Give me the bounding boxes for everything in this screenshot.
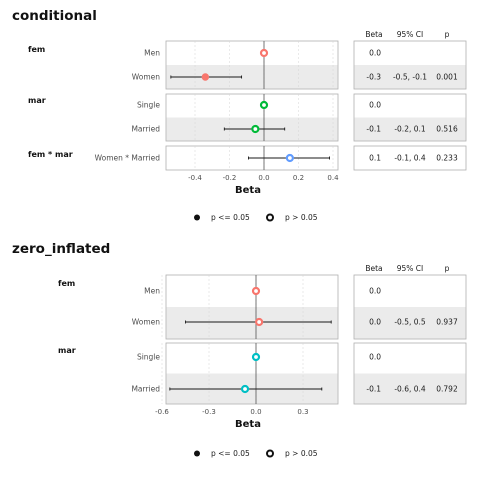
- estimate-point: [240, 384, 250, 394]
- table-beta-value: -0.1: [366, 385, 381, 394]
- table-ci-value: -0.1, 0.4: [394, 154, 426, 163]
- group-label: fem: [58, 279, 75, 288]
- x-axis-label: Beta: [235, 419, 261, 430]
- table-header-p: p: [445, 264, 450, 273]
- category-label: Women * Married: [95, 154, 161, 163]
- estimate-point: [255, 317, 264, 327]
- table-ci-value: -0.5, 0.5: [394, 318, 426, 327]
- row-shade: [166, 307, 338, 339]
- x-tick-label: 0.4: [327, 174, 339, 182]
- legend-label-nonsignificant: p > 0.05: [285, 213, 318, 222]
- legend-filled-marker: [194, 214, 200, 221]
- table-header-ci: 95% CI: [397, 264, 424, 273]
- estimate-point: [259, 48, 269, 58]
- group-label: fem: [28, 45, 45, 54]
- group-label: mar: [58, 346, 76, 355]
- legend: p <= 0.05 p > 0.05: [194, 449, 318, 458]
- category-label: Women: [132, 73, 160, 82]
- x-tick-label: -0.2: [223, 174, 237, 182]
- estimate-point: [251, 352, 261, 362]
- panel-title: zero_inflated: [12, 241, 110, 257]
- legend-label-significant: p <= 0.05: [211, 449, 250, 458]
- table-header-beta: Beta: [365, 264, 382, 273]
- x-tick-label: 0.0: [250, 408, 261, 416]
- category-label: Married: [131, 125, 160, 134]
- table-p-value: 0.516: [436, 125, 458, 134]
- table-p-value: 0.792: [436, 385, 458, 394]
- table-beta-value: 0.0: [369, 318, 381, 327]
- table-beta-value: 0.1: [369, 154, 381, 163]
- category-label: Married: [131, 385, 160, 394]
- x-tick-label: -0.4: [188, 174, 202, 182]
- estimate-point: [201, 73, 210, 81]
- category-label: Men: [144, 49, 160, 58]
- x-tick-label: -0.6: [155, 408, 169, 416]
- table-beta-value: 0.0: [369, 49, 381, 58]
- table-p-value: 0.233: [436, 154, 458, 163]
- category-label: Women: [132, 318, 160, 327]
- table-beta-value: 0.0: [369, 287, 381, 296]
- table-beta-value: -0.1: [366, 125, 381, 134]
- x-tick-label: 0.2: [293, 174, 304, 182]
- group-label: fem * mar: [28, 150, 73, 159]
- x-axis-label: Beta: [235, 185, 261, 196]
- row-shade: [166, 65, 338, 89]
- x-tick-label: -0.3: [202, 408, 216, 416]
- row-shade: [354, 65, 466, 89]
- estimate-point: [251, 124, 260, 134]
- table-beta-value: 0.0: [369, 101, 381, 110]
- table-beta-value: -0.3: [366, 73, 381, 82]
- table-ci-value: -0.2, 0.1: [394, 125, 426, 134]
- category-label: Single: [137, 101, 160, 110]
- table-beta-value: 0.0: [369, 353, 381, 362]
- panel-title: conditional: [12, 8, 97, 24]
- legend-hollow-marker: [266, 213, 274, 222]
- estimate-point: [285, 153, 294, 163]
- row-shade: [354, 373, 466, 404]
- legend-label-significant: p <= 0.05: [211, 213, 250, 222]
- table-header-ci: 95% CI: [397, 30, 424, 39]
- group-label: mar: [28, 96, 46, 105]
- panel-zero-inflated: zero_inflated Beta 95% CI p fem Men 0.0 Women 0.…: [12, 241, 467, 458]
- table-header-p: p: [445, 30, 450, 39]
- row-shade: [354, 307, 466, 339]
- x-tick-label: 0.0: [258, 174, 269, 182]
- row-shade: [354, 117, 466, 141]
- category-label: Single: [137, 353, 160, 362]
- legend-label-nonsignificant: p > 0.05: [285, 449, 318, 458]
- table-p-value: 0.937: [436, 318, 458, 327]
- table-ci-value: -0.6, 0.4: [394, 385, 426, 394]
- table-ci-value: -0.5, -0.1: [393, 73, 427, 82]
- estimate-point: [259, 100, 269, 110]
- estimate-point: [251, 286, 261, 296]
- table-group-box: [353, 145, 467, 171]
- x-tick-label: 0.3: [297, 408, 308, 416]
- table-p-value: 0.001: [436, 73, 458, 82]
- table-header-beta: Beta: [365, 30, 382, 39]
- legend-hollow-marker: [266, 449, 274, 458]
- legend-filled-marker: [194, 450, 200, 457]
- row-shade: [166, 373, 338, 404]
- category-label: Men: [144, 287, 160, 296]
- legend: p <= 0.05 p > 0.05: [194, 213, 318, 222]
- panel-conditional: conditional Beta 95% CI p fem Men 0.0 Women -0.3…: [12, 8, 467, 222]
